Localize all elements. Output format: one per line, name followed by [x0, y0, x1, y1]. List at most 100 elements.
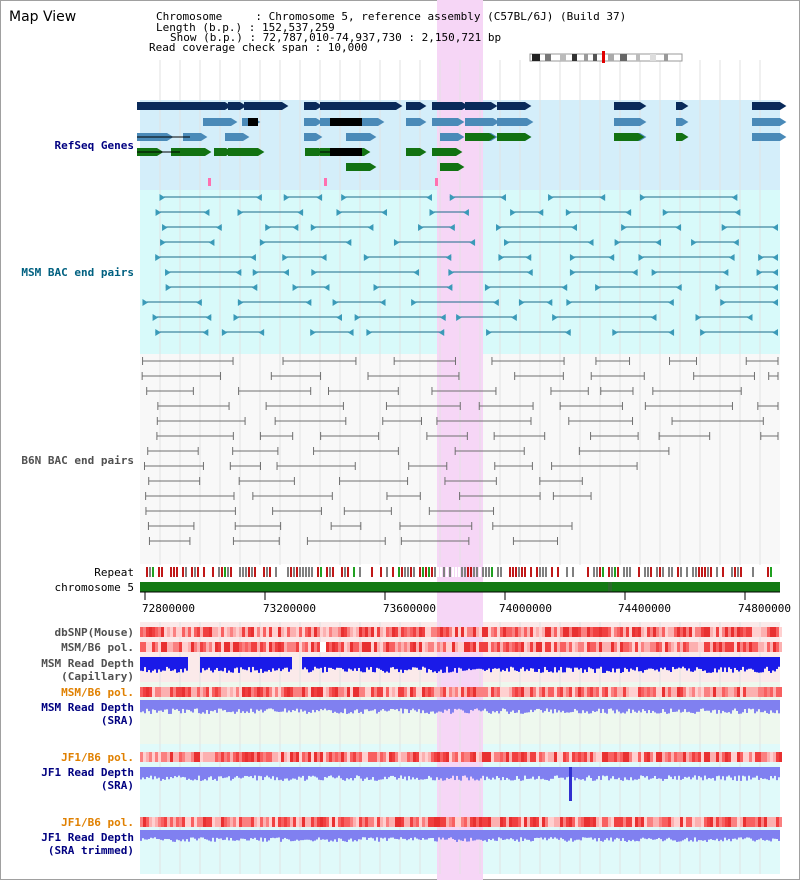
msm-depth-sra-bar: [620, 700, 622, 714]
jf1-depth-sra-bar: [432, 767, 434, 781]
msm-depth-sra-bar: [690, 700, 692, 713]
jf1-b6-pol-trimmed-density: [467, 817, 470, 827]
msm-depth-capillary-bar: [450, 657, 452, 673]
msm-depth-sra-bar: [562, 700, 564, 711]
msm-depth-capillary-bar: [416, 657, 418, 668]
msm-depth-capillary-bar: [356, 657, 358, 671]
msm-depth-sra-bar: [252, 700, 254, 712]
jf1-depth-sra-bar: [492, 767, 494, 778]
jf1-depth-sra-bar: [610, 767, 612, 779]
dbsnp-density: [653, 627, 656, 637]
track-label-dbsnp[interactable]: dbSNP(Mouse): [54, 626, 134, 639]
msm-depth-capillary-bar: [440, 657, 442, 670]
jf1-b6-pol-trimmed-density: [704, 817, 707, 827]
dbsnp-density: [191, 627, 194, 637]
jf1-b6-pol-trimmed-density: [416, 817, 419, 827]
msm-bac-end: [221, 329, 228, 336]
repeat-block: [488, 567, 490, 577]
msm-depth-capillary-bar: [392, 657, 394, 668]
msm-b6-pol-sra-density: [743, 687, 746, 697]
msm-depth-capillary-bar: [752, 657, 754, 670]
dbsnp-density: [284, 627, 287, 637]
jf1-depth-sra-bar: [636, 767, 638, 780]
jf1-depth-trimmed-bar: [458, 830, 460, 840]
dbsnp-density: [689, 627, 692, 637]
msm-depth-sra-bar: [480, 700, 482, 712]
msm-depth-sra-bar: [244, 700, 246, 714]
msm-b6-pol-sra-density: [545, 687, 548, 697]
msm-depth-capillary-bar: [164, 657, 166, 671]
jf1-depth-sra-bar: [576, 767, 578, 778]
msm-depth-capillary-bar: [452, 657, 454, 672]
jf1-depth-trimmed-bar: [558, 830, 560, 840]
msm-b6-pol-sra-density: [425, 687, 428, 697]
msm-depth-capillary-bar: [756, 657, 758, 673]
msm-b6-pol-density: [272, 642, 275, 652]
repeat-block: [722, 567, 724, 577]
jf1-b6-pol-trimmed-density: [578, 817, 581, 827]
jf1-depth-sra-bar: [384, 767, 386, 777]
msm-depth-capillary-bar: [478, 657, 480, 669]
dbsnp-density: [218, 627, 221, 637]
dbsnp-density: [416, 627, 419, 637]
msm-depth-capillary-bar: [396, 657, 398, 669]
jf1-depth-sra-bar: [566, 767, 568, 778]
jf1-b6-pol-trimmed-density: [365, 817, 368, 827]
track-label-msm-b6-pol[interactable]: MSM/B6 pol.: [61, 641, 134, 654]
msm-b6-pol-sra-density: [755, 687, 758, 697]
jf1-b6-pol-density: [398, 752, 401, 762]
repeat-block: [668, 567, 670, 577]
dbsnp-density: [239, 627, 242, 637]
msm-depth-sra-bar: [768, 700, 770, 714]
jf1-depth-trimmed-bar: [724, 830, 726, 838]
jf1-depth-sra-bar: [704, 767, 706, 776]
jf1-depth-sra-bar: [220, 767, 222, 777]
msm-depth-sra-bar: [308, 700, 310, 713]
dbsnp-density: [593, 627, 596, 637]
msm-depth-sra-bar: [576, 700, 578, 711]
track-label-b6n-bac[interactable]: B6N BAC end pairs: [21, 454, 134, 467]
msm-b6-pol-density: [596, 642, 599, 652]
jf1-b6-pol-density: [257, 752, 260, 762]
jf1-b6-pol-trimmed-density: [248, 817, 251, 827]
dbsnp-density: [197, 627, 200, 637]
track-label-refseq-genes[interactable]: RefSeq Genes: [54, 139, 134, 152]
gene-exon: [137, 102, 225, 110]
track-label-msm-depth-capillary[interactable]: MSM Read Depth: [41, 657, 134, 670]
dbsnp-density: [374, 627, 377, 637]
msm-b6-pol-density: [173, 642, 176, 652]
msm-b6-pol-density: [629, 642, 632, 652]
msm-b6-pol-density: [392, 642, 395, 652]
jf1-depth-sra-bar: [738, 767, 740, 776]
jf1-b6-pol-density: [677, 752, 680, 762]
jf1-depth-trimmed-bar: [564, 830, 566, 841]
track-label-jf1-depth-trimmed[interactable]: JF1 Read Depth: [41, 831, 134, 844]
jf1-depth-trimmed-bar: [730, 830, 732, 842]
msm-b6-pol-density: [683, 642, 686, 652]
jf1-b6-pol-trimmed-density: [545, 817, 548, 827]
msm-bac-end: [354, 314, 361, 321]
track-label-jf1-b6-pol[interactable]: JF1/B6 pol.: [61, 751, 134, 764]
track-label-jf1-b6-pol-trimmed[interactable]: JF1/B6 pol.: [61, 816, 134, 829]
msm-b6-pol-sra-density: [170, 687, 173, 697]
track-label-msm-depth-sra[interactable]: MSM Read Depth: [41, 701, 134, 714]
jf1-depth-trimmed-bar: [462, 830, 464, 842]
jf1-b6-pol-trimmed-density: [479, 817, 482, 827]
gene-strand-arrow: [456, 148, 463, 156]
msm-b6-pol-density: [755, 642, 758, 652]
msm-b6-pol-sra-density: [275, 687, 278, 697]
msm-b6-pol-density: [218, 642, 221, 652]
track-label-msm-b6-pol-sra[interactable]: MSM/B6 pol.: [61, 686, 134, 699]
track-label-jf1-depth-sra[interactable]: JF1 Read Depth: [41, 766, 134, 779]
track-label-msm-bac[interactable]: MSM BAC end pairs: [21, 266, 134, 279]
track-label-chromosome[interactable]: chromosome 5: [54, 581, 134, 594]
msm-depth-sra-bar: [552, 700, 554, 714]
track-label-repeat[interactable]: Repeat: [94, 566, 134, 579]
dbsnp-density: [221, 627, 224, 637]
msm-b6-pol-sra-density: [410, 687, 413, 697]
jf1-depth-trimmed-bar: [432, 830, 434, 839]
msm-depth-capillary-bar: [202, 657, 204, 669]
jf1-depth-sra-bar: [260, 767, 262, 777]
msm-depth-capillary-bar: [636, 657, 638, 668]
